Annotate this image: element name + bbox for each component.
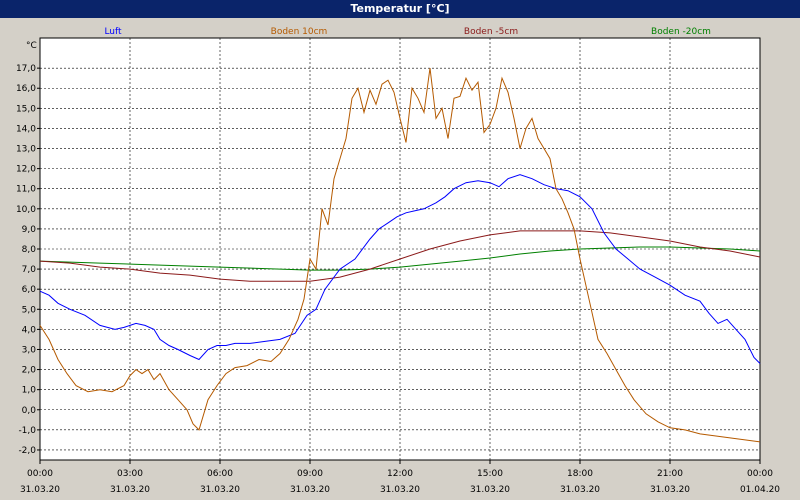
series-lines: [39, 68, 761, 443]
x-tick-time-label: 00:00: [747, 469, 773, 479]
y-tick-label: 3,0: [22, 345, 37, 355]
x-tick-time-label: 00:00: [27, 469, 53, 479]
y-tick-label: 10,0: [16, 205, 36, 215]
y-tick-label: 14,0: [16, 124, 36, 134]
y-tick-label: 6,0: [22, 285, 37, 295]
x-tick-date-label: 31.03.20: [200, 485, 240, 495]
x-tick-time-label: 15:00: [477, 469, 503, 479]
y-tick-label: 11,0: [16, 185, 36, 195]
y-tick-label: -1,0: [18, 426, 36, 436]
x-tick-time-label: 03:00: [117, 469, 143, 479]
x-tick-date-label: 31.03.20: [560, 485, 600, 495]
x-axis-ticks: 00:00 31.03.20 03:00 31.03.20 06:00 31.03.20 0…: [20, 460, 780, 495]
y-tick-label: 12,0: [16, 165, 36, 175]
x-tick-date-label: 01.04.20: [740, 485, 780, 495]
series-line-luft: [39, 174, 761, 364]
x-tick-time-label: 12:00: [387, 469, 413, 479]
x-tick-date-label: 31.03.20: [650, 485, 690, 495]
y-tick-label: 13,0: [16, 145, 36, 155]
y-tick-label: 9,0: [22, 225, 37, 235]
series-line-boden-5cm: [39, 230, 761, 282]
y-tick-label: 1,0: [22, 386, 37, 396]
x-tick-date-label: 31.03.20: [290, 485, 330, 495]
y-tick-label: 4,0: [22, 325, 37, 335]
x-tick-date-label: 31.03.20: [110, 485, 150, 495]
y-tick-label: 2,0: [22, 366, 37, 376]
y-tick-label: -2,0: [18, 446, 36, 456]
series-line-boden-10cm: [39, 68, 761, 443]
series-line-boden-20cm: [39, 246, 761, 271]
y-axis-label: °C: [26, 41, 37, 51]
x-tick-date-label: 31.03.20: [380, 485, 420, 495]
y-axis-ticks: -2,0 -1,0 0,0 1,0 2,0 3,0 4,0 5,0 6,0 7,0 8,0 9,0 10…: [16, 64, 40, 456]
legend: Luft Boden 10cm Boden -5cm Boden -20cm: [104, 27, 711, 37]
y-tick-label: 7,0: [22, 265, 37, 275]
legend-entry: Boden -20cm: [651, 27, 711, 37]
legend-entry: Boden -5cm: [464, 27, 518, 37]
y-tick-label: 16,0: [16, 84, 36, 94]
legend-entry: Luft: [104, 27, 122, 37]
x-tick-time-label: 06:00: [207, 469, 233, 479]
legend-entry: Boden 10cm: [271, 27, 328, 37]
y-tick-label: 17,0: [16, 64, 36, 74]
window-title: Temperatur [°C]: [0, 0, 800, 18]
x-tick-time-label: 18:00: [567, 469, 593, 479]
x-tick-date-label: 31.03.20: [20, 485, 60, 495]
x-tick-time-label: 21:00: [657, 469, 683, 479]
y-tick-label: 5,0: [22, 305, 37, 315]
y-tick-label: 8,0: [22, 245, 37, 255]
y-tick-label: 0,0: [22, 406, 37, 416]
y-tick-label: 15,0: [16, 104, 36, 114]
x-tick-time-label: 09:00: [297, 469, 323, 479]
x-tick-date-label: 31.03.20: [470, 485, 510, 495]
